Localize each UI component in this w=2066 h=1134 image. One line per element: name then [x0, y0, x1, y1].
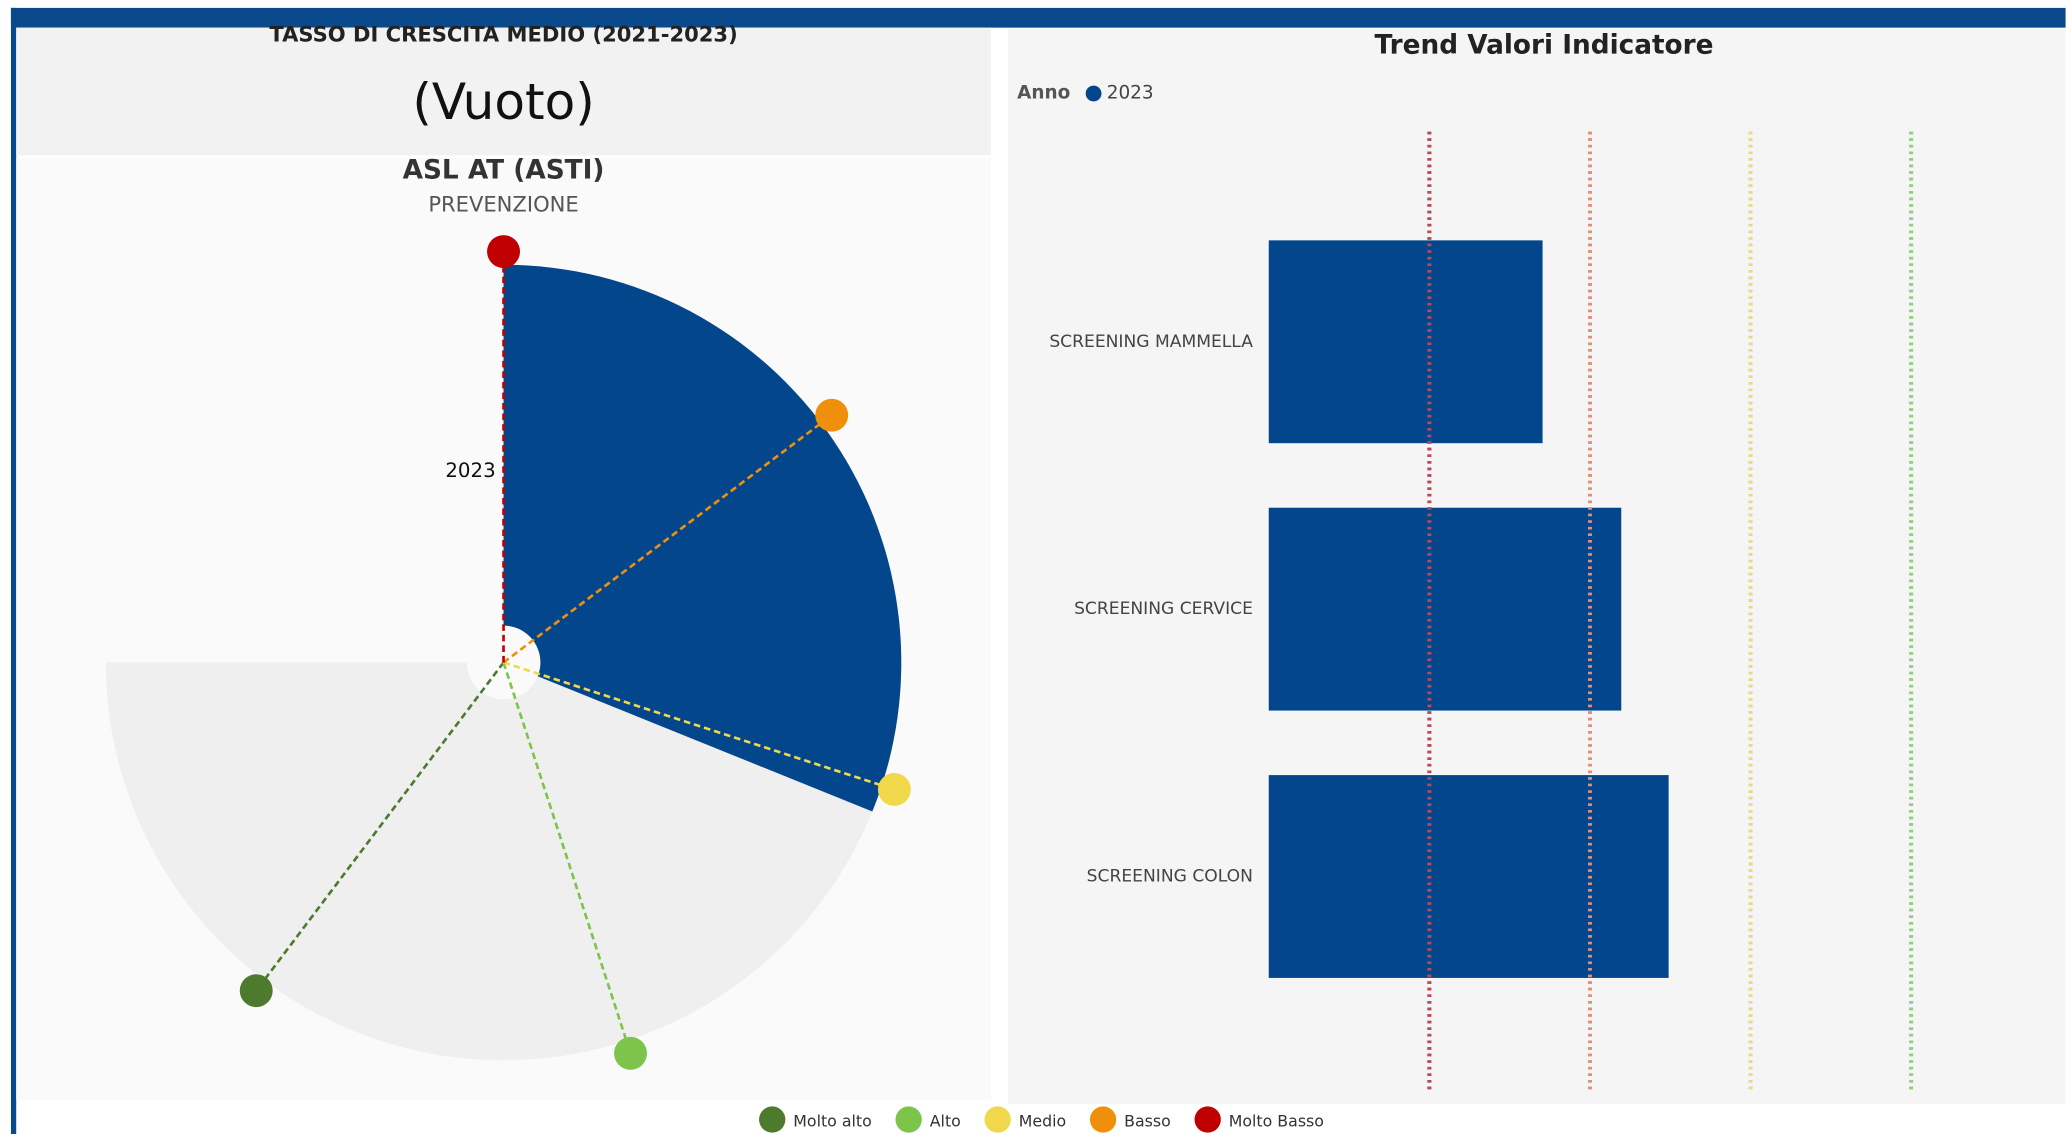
threshold-line — [503, 661, 880, 786]
legend-label: 2023 — [1107, 83, 1154, 104]
legend-label: Medio — [1019, 1112, 1066, 1131]
threshold-pin — [487, 235, 520, 269]
legend-marker — [984, 1106, 1011, 1133]
threshold-line — [264, 661, 505, 979]
threshold-pin — [815, 398, 849, 432]
legend-title: Anno — [1017, 83, 1070, 104]
bar — [1268, 775, 1669, 978]
radial-subtitle: PREVENZIONE — [428, 191, 578, 216]
legend-marker — [895, 1106, 922, 1133]
category-label: SCREENING COLON — [1087, 867, 1253, 887]
legend-marker — [1194, 1106, 1221, 1133]
legend-label: Molto alto — [793, 1112, 872, 1131]
left-border — [10, 7, 17, 1134]
legend-marker — [759, 1106, 786, 1133]
legend-marker — [1085, 85, 1102, 102]
radial-background — [105, 662, 902, 1061]
bar-title: Trend Valori Indicatore — [1375, 31, 1714, 61]
threshold-pin — [614, 1036, 647, 1070]
card-title: TASSO DI CRESCITA MEDIO (2021-2023) — [269, 22, 737, 47]
legend-label: Basso — [1124, 1112, 1171, 1131]
card-value: (Vuoto) — [412, 73, 594, 131]
bar — [1268, 240, 1543, 444]
radial-title: ASL AT (ASTI) — [403, 156, 605, 186]
bar — [1268, 507, 1622, 711]
legend-label: Alto — [930, 1112, 961, 1131]
ring-label: 2023 — [445, 459, 495, 482]
radial-bar — [503, 264, 902, 812]
legend-label: Molto Basso — [1229, 1112, 1324, 1131]
threshold-pin — [877, 773, 911, 806]
category-label: SCREENING CERVICE — [1074, 599, 1253, 619]
threshold-line — [502, 662, 627, 1039]
category-label: SCREENING MAMMELLA — [1049, 332, 1253, 352]
threshold-line — [502, 423, 820, 664]
growth-card — [16, 27, 991, 156]
top-bar — [10, 7, 2066, 28]
threshold-pin — [239, 974, 273, 1008]
legend-marker — [1089, 1106, 1117, 1133]
